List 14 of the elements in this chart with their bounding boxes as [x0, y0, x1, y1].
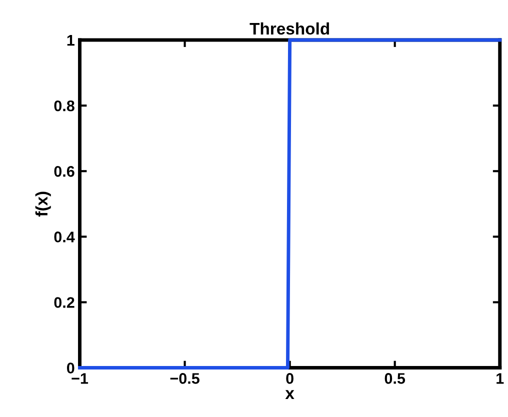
x-tick-label: −0.5 — [170, 373, 200, 384]
x-tick-label: 0.5 — [384, 373, 406, 384]
y-tick-label: 0.2 — [54, 297, 74, 308]
x-axis-title: x — [285, 390, 294, 399]
y-tick-label: 0.4 — [54, 232, 75, 242]
y-tick-label: 0.8 — [54, 100, 74, 112]
x-tick-label: 1 — [496, 373, 504, 384]
y-axis-title: f(x) — [35, 192, 51, 217]
y-tick-label: 0 — [67, 362, 74, 374]
chart-title: Threshold — [250, 22, 329, 35]
x-tick-label: 0 — [286, 373, 294, 384]
x-tick-label: −1 — [72, 373, 88, 384]
y-tick-label: 0.6 — [54, 166, 74, 177]
y-tick-label: 1 — [67, 35, 74, 46]
